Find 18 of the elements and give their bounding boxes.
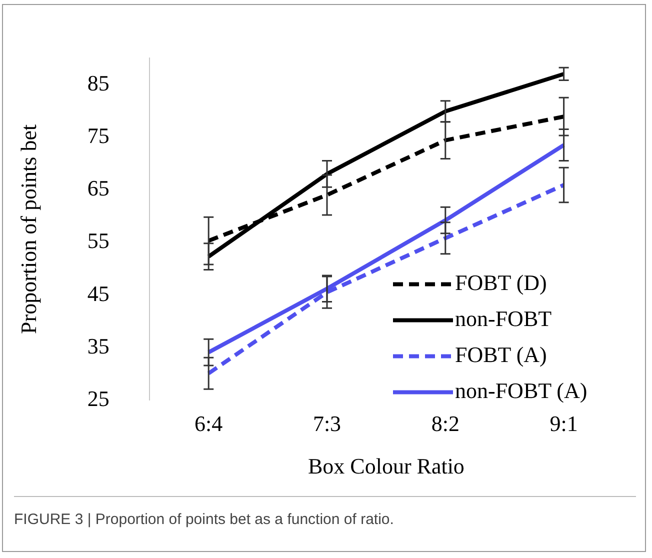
legend-label: non-FOBT (A)	[455, 378, 588, 403]
y-tick-label: 75	[87, 122, 110, 148]
legend-label: FOBT (A)	[455, 342, 547, 367]
y-tick-label: 45	[87, 280, 110, 306]
legend-label: non-FOBT	[455, 306, 552, 331]
x-axis-title: Box Colour Ratio	[308, 454, 464, 479]
y-tick-label: 85	[87, 70, 110, 96]
legend-label: FOBT (D)	[455, 270, 547, 295]
y-tick-label: 65	[87, 176, 110, 201]
y-tick-label: 25	[87, 386, 110, 411]
y-axis-title: Proportion of points bet	[16, 124, 41, 334]
caption: FIGURE 3 | Proportion of points bet as a function of ratio.	[14, 496, 636, 528]
y-tick-label: 55	[87, 228, 110, 254]
x-tick-label: 6:4	[194, 411, 223, 436]
x-tick-label: 8:2	[431, 411, 460, 436]
y-tick-label: 35	[87, 333, 110, 358]
x-tick-label: 7:3	[312, 411, 342, 436]
x-tick-label: 9:1	[550, 411, 578, 436]
